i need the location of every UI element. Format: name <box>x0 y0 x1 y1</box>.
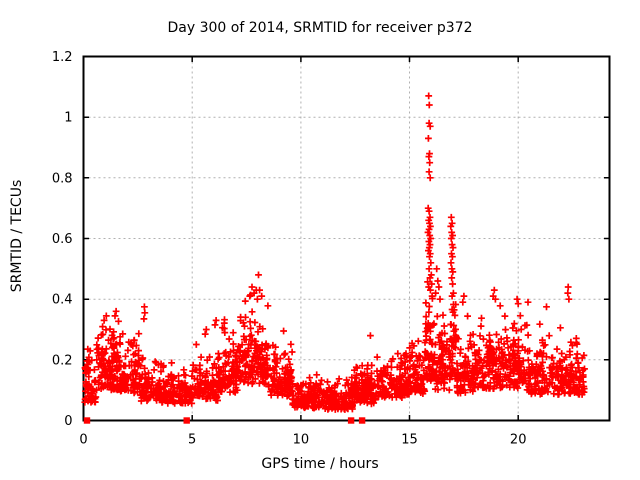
y-tick-label: 0 <box>64 414 72 429</box>
plot-border <box>82 55 611 422</box>
zero-value-square <box>183 417 190 424</box>
x-axis-label: GPS time / hours <box>261 456 379 472</box>
y-tick-label: 0.8 <box>52 171 73 186</box>
y-tick-label: 1.2 <box>52 50 73 65</box>
x-tick-label: 5 <box>188 433 196 448</box>
gridlines <box>83 56 610 421</box>
y-tick-label: 0.4 <box>52 293 73 308</box>
x-tick-label: 10 <box>293 433 310 448</box>
x-tick-label: 15 <box>401 433 418 448</box>
data-points <box>81 92 588 413</box>
x-tick-label: 20 <box>510 433 527 448</box>
y-tick-label: 1 <box>64 111 72 126</box>
zero-value-square <box>347 417 355 424</box>
y-tick-label: 0.6 <box>52 232 73 247</box>
tick-labels: 0 5 10 15 20 0 0.2 0.4 0.6 0.8 1 1.2 <box>52 50 527 448</box>
y-axis-label: SRMTID / TECUs <box>9 179 25 293</box>
zero-value-square <box>83 417 91 424</box>
x-tick-label: 0 <box>79 433 87 448</box>
y-tick-label: 0.2 <box>52 353 73 368</box>
zero-value-square <box>358 417 366 424</box>
chart-title: Day 300 of 2014, SRMTID for receiver p37… <box>167 20 473 36</box>
zero-value-markers <box>83 417 366 424</box>
